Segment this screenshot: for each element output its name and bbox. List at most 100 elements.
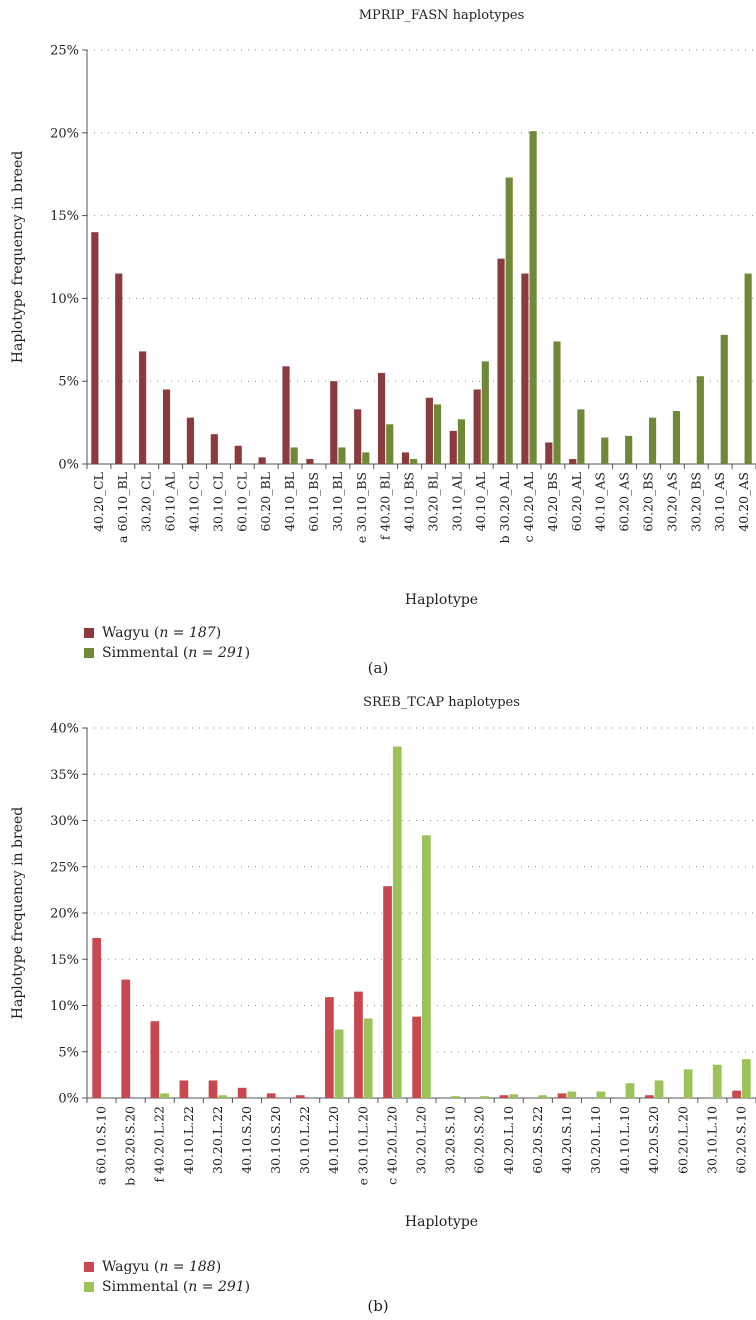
legend-swatch-wagyu [84, 628, 94, 638]
x-tick-label: 60.20.S.20 [472, 1106, 487, 1174]
bar-wagyu [425, 397, 433, 464]
x-tick-label: 40.20.S.20 [646, 1106, 661, 1174]
x-tick-label: e 30.10.L.20 [355, 1106, 370, 1185]
legend-b: Wagyu (n = 188) Simmental (n = 291) [84, 1257, 250, 1297]
bar-wagyu [354, 991, 363, 1098]
bar-simmental [683, 1069, 693, 1098]
bar-wagyu [237, 1087, 247, 1098]
bar-wagyu [521, 273, 529, 464]
legend-label-simmental: Simmental (n = 291) [102, 1279, 251, 1295]
bar-wagyu [473, 389, 481, 464]
x-tick-label: e 30.10_BS [354, 472, 369, 543]
panel-label-b: (b) [367, 1297, 389, 1315]
legend-label-wagyu: Wagyu (n = 187) [102, 625, 222, 641]
bar-wagyu [92, 937, 102, 1098]
bar-simmental [338, 447, 346, 464]
bar-wagyu [545, 442, 553, 464]
bar-simmental [625, 1083, 635, 1098]
y-tick-label: 15% [50, 209, 79, 224]
bar-wagyu [282, 366, 290, 464]
bar-simmental [218, 1095, 228, 1098]
x-axis-label: Haplotype [405, 592, 478, 608]
y-tick-label: 25% [50, 860, 79, 875]
x-tick-label: 60.10_CL [234, 472, 249, 532]
bar-wagyu [354, 409, 362, 464]
bar-simmental [290, 447, 298, 464]
x-tick-label: 30.10_AL [449, 472, 464, 531]
x-tick-label: 40.10_BL [282, 472, 297, 532]
x-tick-label: c 40.20.L.20 [384, 1106, 399, 1185]
y-tick-label: 20% [50, 126, 79, 141]
x-tick-label: 30.20_CL [139, 472, 154, 532]
legend-swatch-simmental [84, 1282, 94, 1292]
bar-simmental [567, 1091, 577, 1098]
x-tick-label: 60.20.S.10 [733, 1106, 748, 1174]
bar-wagyu [91, 232, 99, 464]
bar-simmental [741, 1059, 751, 1098]
x-tick-label: 60.20.S.22 [530, 1106, 545, 1174]
bar-simmental [422, 835, 431, 1098]
bar-simmental [505, 177, 513, 464]
bar-simmental [392, 746, 402, 1098]
x-tick-label: 40.20.S.10 [559, 1106, 574, 1174]
x-tick-label: 60.20_BL [258, 472, 273, 532]
x-tick-label: 40.20_BS [545, 472, 560, 532]
bar-wagyu [266, 1093, 276, 1098]
y-axis-label: Haplotype frequency in breed [10, 807, 26, 1019]
bar-wagyu [449, 430, 457, 464]
bar-wagyu [644, 1095, 654, 1098]
bar-wagyu [377, 372, 386, 464]
x-tick-label: 40.10_BS [402, 472, 417, 532]
x-tick-label: 60.10_AL [163, 472, 178, 531]
y-tick-label: 25% [50, 44, 79, 59]
y-axis-label: Haplotype frequency in breed [10, 151, 26, 363]
x-tick-label: f 40.20_BL [378, 472, 393, 540]
bar-wagyu [234, 445, 242, 464]
bar-wagyu [383, 886, 392, 1098]
chart-a-svg: MPRIP_FASN haplotypes 0% 5% 10% 15% 20% 25% Hap… [10, 8, 756, 608]
chart-panel-b: SREB_TCAP haplotypes 0% 5% 10% 15% 20% 25% 30% 3… [0, 690, 756, 1320]
x-tick-label: 30.20.L.22 [210, 1106, 225, 1174]
x-tick-label: 40.10_AL [473, 472, 488, 531]
bar-simmental [696, 376, 704, 464]
bar-simmental [596, 1091, 606, 1098]
y-tick-label: 10% [50, 999, 79, 1014]
x-tick-label: a 60.10_BL [115, 472, 130, 543]
bar-simmental [712, 1064, 722, 1098]
bar-wagyu [497, 258, 505, 464]
legend-item-wagyu: Wagyu (n = 187) [84, 623, 250, 643]
x-tick-label: 40.10.S.20 [239, 1106, 254, 1174]
bar-simmental [160, 1093, 169, 1098]
bar-simmental [481, 361, 489, 464]
bar-simmental [480, 1096, 489, 1098]
legend-label-simmental: Simmental (n = 291) [102, 645, 251, 661]
bar-wagyu [401, 452, 410, 464]
y-tick-label: 35% [50, 768, 79, 783]
y-tick-label: 40% [50, 722, 79, 737]
bar-wagyu [499, 1095, 509, 1098]
x-tick-label: 60.20_AS [617, 472, 632, 532]
x-tick-label: 30.10.L.10 [704, 1106, 719, 1174]
x-tick-label: b 30.20_AL [497, 472, 512, 543]
bar-simmental [654, 1080, 664, 1098]
bar-wagyu [210, 434, 218, 464]
bar-wagyu [162, 389, 171, 464]
chart-title: SREB_TCAP haplotypes [363, 695, 520, 710]
x-tick-label: 30.10_AS [712, 472, 727, 532]
chart-title: MPRIP_FASN haplotypes [359, 8, 525, 23]
y-tick-label: 5% [58, 375, 79, 390]
bar-simmental [509, 1094, 518, 1098]
y-tick-label: 5% [58, 1045, 79, 1060]
bar-wagyu [258, 457, 266, 464]
x-tick-label: 30.20_AS [664, 472, 679, 532]
chart-b-svg: SREB_TCAP haplotypes 0% 5% 10% 15% 20% 25% 30% 3… [10, 695, 756, 1230]
bar-wagyu [295, 1095, 305, 1098]
y-tick-label: 15% [50, 953, 79, 968]
x-axis-label: Haplotype [405, 1214, 478, 1230]
bar-simmental [410, 459, 418, 464]
x-tick-label: a 60.10.S.10 [94, 1106, 109, 1185]
bar-simmental [363, 1018, 373, 1098]
bar-wagyu [115, 273, 123, 464]
y-tick-label: 0% [58, 1092, 79, 1107]
x-tick-label: 40.10.L.22 [181, 1106, 196, 1174]
